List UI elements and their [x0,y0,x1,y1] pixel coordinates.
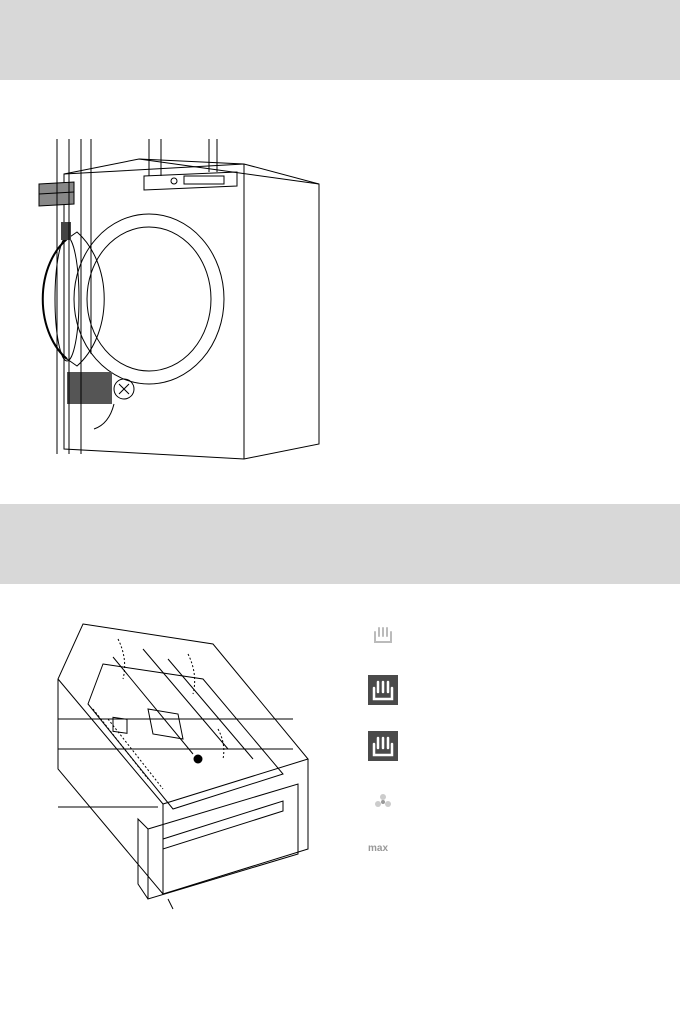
legend-row-main-wash [368,675,398,705]
section-2: max [0,584,680,924]
legend-row-softener [368,787,398,817]
max-label: max [368,843,388,854]
legend-row-prewash [368,619,398,649]
main-wash-icon-2 [368,731,398,761]
softener-icon [368,787,398,817]
legend-row-max: max [368,843,398,854]
legend-row-main-wash-2 [368,731,398,761]
section-header-band-1 [0,0,680,80]
prewash-icon [368,619,398,649]
main-wash-icon [368,675,398,705]
washer-diagram [19,114,329,477]
icon-legend-column: max [368,609,398,924]
section-1 [0,80,680,504]
section-header-band-2 [0,504,680,584]
detergent-drawer-diagram [18,609,328,924]
